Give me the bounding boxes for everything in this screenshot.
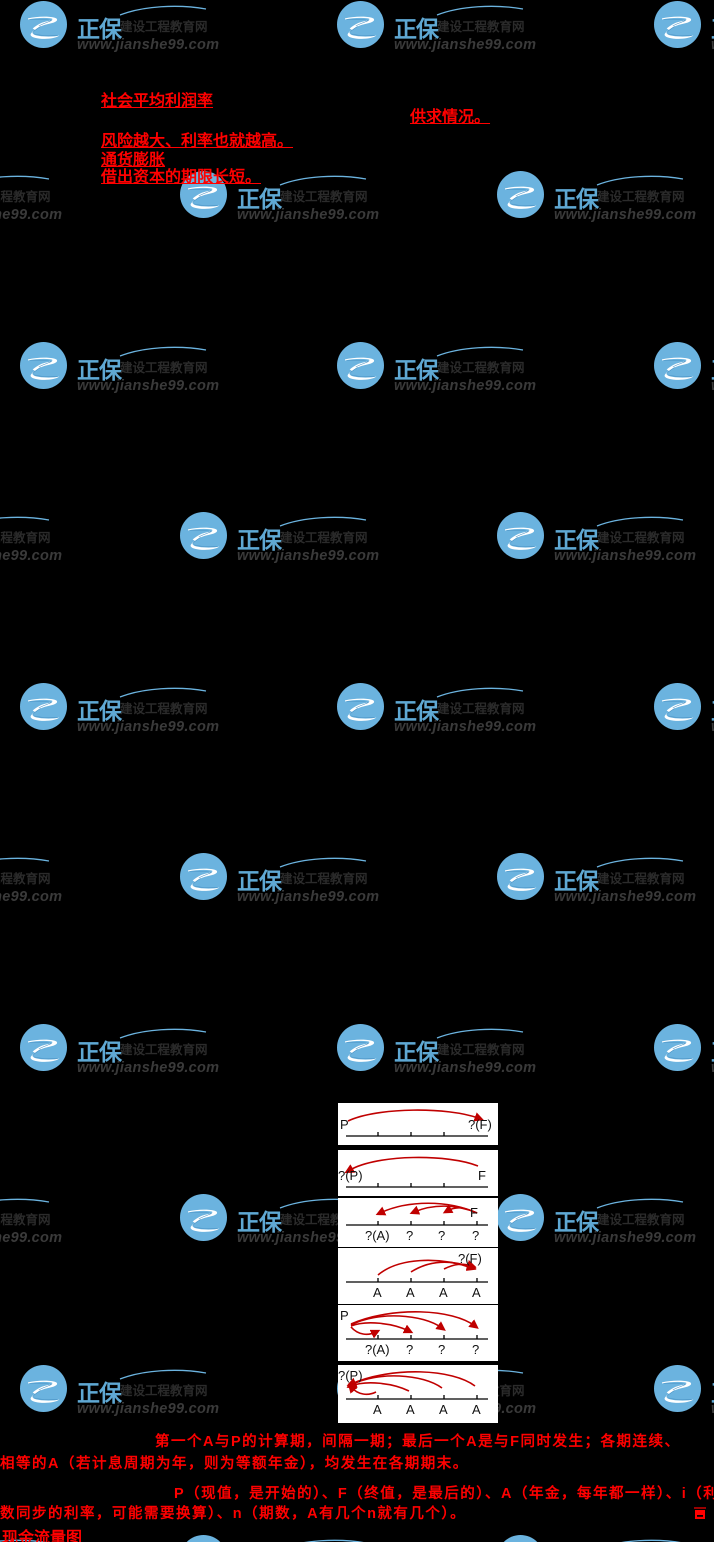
svg-text:A: A [406, 1285, 415, 1300]
svg-text:?: ? [406, 1342, 413, 1357]
svg-text:?(P): ?(P) [338, 1368, 363, 1383]
svg-text:P: P [340, 1308, 349, 1323]
svg-text:A: A [406, 1402, 415, 1417]
svg-text:?: ? [438, 1342, 445, 1357]
svg-text:?(F): ?(F) [458, 1251, 482, 1266]
svg-text:?(P): ?(P) [338, 1168, 363, 1183]
svg-text:?(F): ?(F) [468, 1117, 492, 1132]
svg-text:?: ? [406, 1227, 413, 1242]
svg-text:F: F [478, 1168, 486, 1183]
svg-text:?: ? [438, 1227, 445, 1242]
svg-text:F: F [470, 1204, 478, 1219]
svg-text:A: A [472, 1402, 481, 1417]
svg-text:P: P [340, 1117, 349, 1132]
svg-text:A: A [373, 1285, 382, 1300]
svg-text:?: ? [472, 1227, 479, 1242]
svg-text:?: ? [472, 1342, 479, 1357]
svg-text:?(A): ?(A) [365, 1227, 390, 1242]
svg-text:A: A [472, 1285, 481, 1300]
svg-text:?(A): ?(A) [365, 1342, 390, 1357]
svg-text:A: A [439, 1402, 448, 1417]
svg-text:A: A [439, 1285, 448, 1300]
svg-text:A: A [373, 1402, 382, 1417]
